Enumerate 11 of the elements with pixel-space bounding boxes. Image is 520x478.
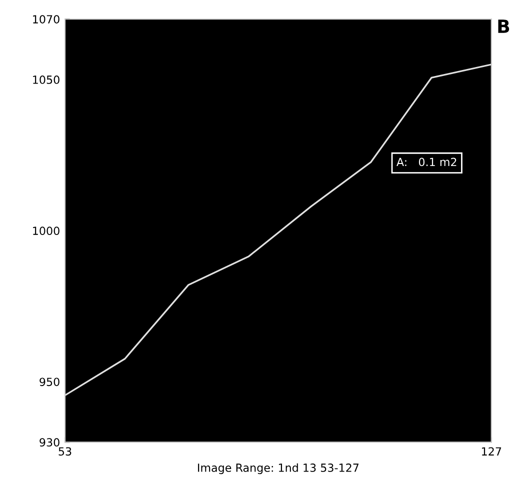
y-tick-label: 930	[40, 438, 60, 447]
line-series	[65, 64, 492, 396]
annotation: A: 0.1 m2	[396, 158, 456, 166]
x-tick-label: 127	[482, 447, 502, 456]
x-tick-label: 53	[58, 447, 72, 456]
y-tick-label: 950	[40, 378, 60, 386]
x-axis-title: Image Range: 1nd 13 53-127	[198, 463, 359, 474]
text: B	[498, 20, 510, 33]
y-tick-label: 1050	[33, 76, 60, 84]
y-tick-label: 1000	[33, 226, 60, 236]
y-tick-label: 1070	[33, 15, 60, 24]
